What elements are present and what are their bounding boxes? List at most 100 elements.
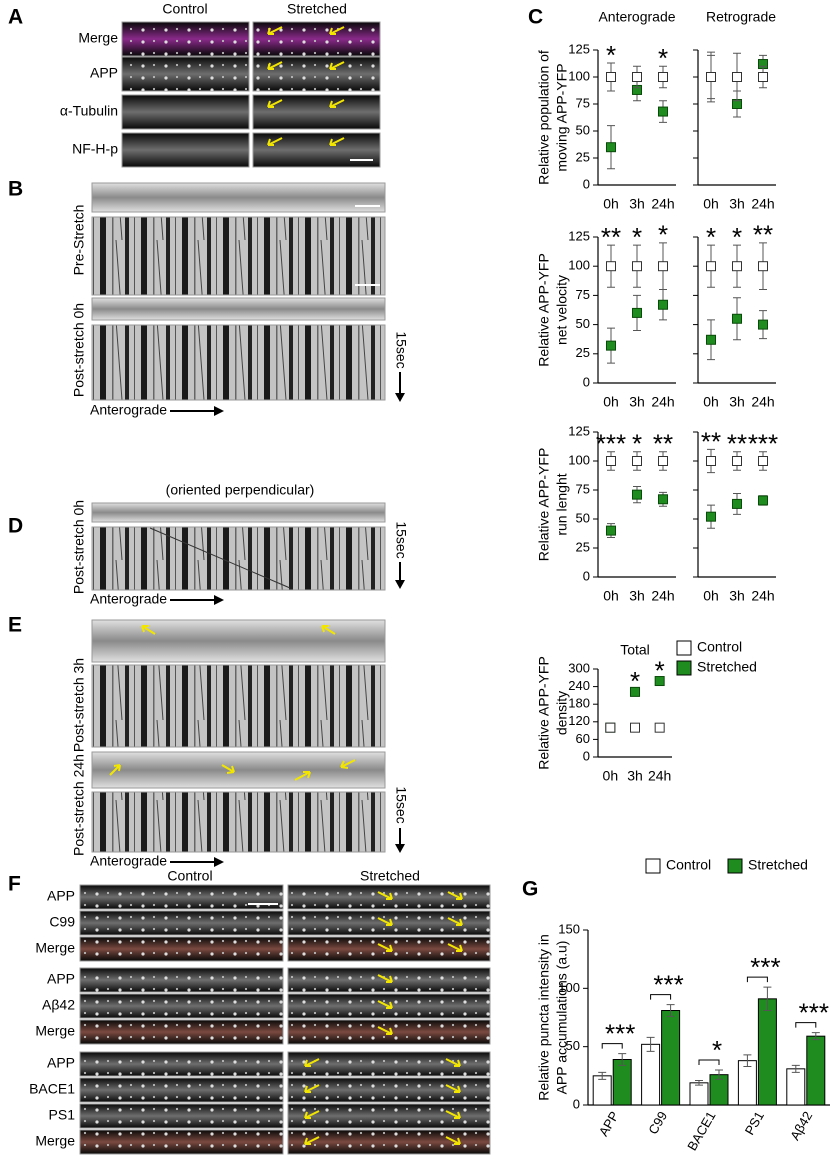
y-tick-label: 50 [576, 510, 590, 525]
marker [632, 456, 642, 466]
significance: * [632, 222, 642, 252]
row-label: Merge [78, 30, 118, 46]
bar [661, 1010, 681, 1106]
legend-label: Stretched [697, 659, 757, 675]
error-bar [811, 1032, 820, 1041]
legend-label: Control [666, 857, 711, 873]
y-tick-label: 50 [576, 122, 590, 137]
micrograph [91, 751, 386, 789]
puncta [80, 1104, 283, 1128]
micrograph [91, 502, 386, 523]
x-tick-label: 24h [648, 768, 671, 784]
kymograph [91, 216, 386, 296]
marker [630, 722, 640, 733]
column-header: Stretched [287, 1, 347, 17]
bar [592, 1075, 612, 1106]
kymograph [91, 664, 386, 748]
arrow [377, 917, 393, 926]
y-axis-label: density [554, 691, 570, 735]
significance: * [655, 655, 665, 685]
x-tick-label: 24h [651, 394, 674, 410]
y-tick-label: 25 [576, 149, 590, 164]
y-tick-label: 25 [576, 539, 590, 554]
arrow [214, 595, 224, 605]
row-label: APP [47, 888, 75, 904]
y-tick-label: 0 [583, 176, 590, 191]
x-tick-label: 0h [603, 588, 619, 604]
bar [757, 998, 777, 1106]
y-tick-label: 60 [576, 731, 590, 746]
puncta [80, 937, 283, 961]
micrograph [91, 619, 386, 663]
arrow [267, 61, 283, 70]
panel-letter: D [8, 515, 23, 538]
panel-letter: C [528, 6, 543, 29]
x-tick-label: 3h [729, 394, 745, 410]
significance: *** [750, 952, 780, 982]
puncta [253, 22, 380, 56]
row-label: Post-stretch 3h [71, 658, 87, 752]
y-tick-label: 75 [576, 287, 590, 302]
marker [654, 722, 665, 733]
marker [632, 72, 642, 82]
marker [606, 261, 616, 272]
significance: * [606, 40, 616, 70]
bar [612, 1059, 632, 1106]
row-label: Post-stretch 0h [71, 303, 87, 397]
legend-label: Control [697, 639, 742, 655]
marker [706, 261, 716, 272]
micrograph [91, 297, 386, 321]
x-tick-label: 24h [751, 196, 774, 212]
error-bar [763, 986, 772, 1011]
y-tick-label: 0 [573, 1096, 580, 1111]
row-label: BACE1 [29, 1081, 75, 1097]
marker [706, 511, 716, 522]
x-tick-label: 0h [603, 196, 619, 212]
arrow [329, 61, 345, 70]
y-tick-label: 120 [568, 713, 590, 728]
significance: ** [701, 426, 721, 456]
bracket [746, 976, 768, 983]
kymograph [91, 324, 386, 401]
x-tick-label: Aβ42 [787, 1109, 815, 1143]
puncta [122, 22, 249, 56]
bar [641, 1043, 661, 1106]
legend-swatch [676, 640, 692, 656]
significance: * [712, 1035, 722, 1065]
chart-title: Total [620, 642, 650, 658]
arrow [304, 1136, 320, 1145]
marker [732, 498, 742, 509]
arrow [377, 891, 393, 900]
marker [654, 676, 665, 687]
micrograph [91, 182, 386, 213]
marker [732, 456, 742, 466]
arrow [377, 1000, 393, 1009]
time-label: 15sec [393, 786, 409, 823]
arrow [447, 943, 463, 952]
x-tick-label: C99 [645, 1109, 670, 1137]
kymograph [91, 791, 386, 853]
y-tick-label: 125 [568, 228, 590, 243]
x-tick-label: 3h [629, 588, 645, 604]
bracket [601, 1043, 623, 1049]
marker [758, 319, 768, 330]
row-label: Post-stretch 24h [71, 754, 87, 856]
error-bar [743, 1054, 752, 1067]
micrograph [121, 132, 250, 168]
y-axis-label: net velocity [554, 275, 570, 345]
bar [786, 1068, 806, 1106]
error-bar [618, 1053, 627, 1066]
row-label: Aβ42 [42, 997, 75, 1013]
direction-label: Anterograde [90, 853, 167, 869]
marker [606, 142, 616, 153]
x-tick-label: PS1 [742, 1109, 767, 1138]
puncta [80, 1020, 283, 1044]
significance: *** [799, 998, 829, 1028]
significance: ** [601, 222, 621, 252]
puncta [80, 994, 283, 1018]
x-tick-label: 24h [751, 394, 774, 410]
row-label: Merge [35, 940, 75, 956]
chart-title: Anterograde [598, 9, 675, 25]
y-axis-label: Relative APP-YFP [536, 656, 552, 770]
